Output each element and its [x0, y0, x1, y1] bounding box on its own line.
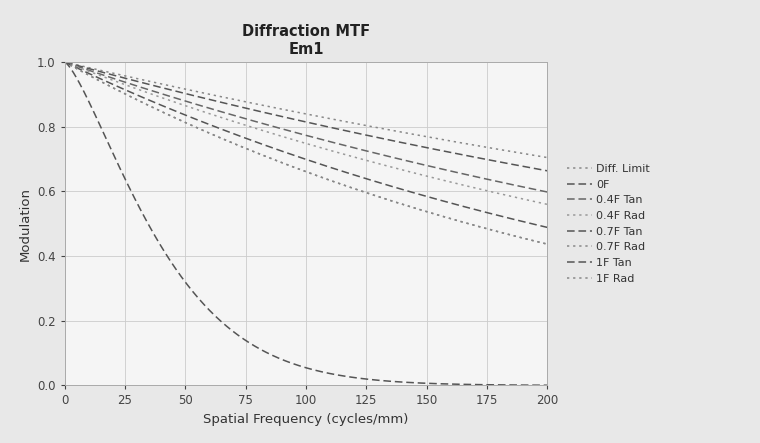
Diff. Limit: [344, 120, 353, 125]
Diff. Limit: [184, 87, 193, 93]
Legend: Diff. Limit, 0F, 0.4F Tan, 0.4F Rad, 0.7F Tan, 0.7F Rad, 1F Tan, 1F Rad: Diff. Limit, 0F, 0.4F Tan, 0.4F Rad, 0.7…: [567, 164, 650, 284]
0.7F Tan: [145, 98, 154, 103]
Line: 0.7F Rad: 0.7F Rad: [65, 62, 547, 244]
Diff. Limit: [543, 155, 552, 160]
0.4F Rad: [382, 163, 391, 168]
0.7F Rad: [184, 121, 193, 127]
1F Tan: [382, 378, 391, 384]
1F Tan: [543, 383, 552, 388]
0.7F Tan: [423, 194, 432, 199]
Line: 1F Rad: 1F Rad: [65, 62, 547, 244]
0.7F Rad: [382, 197, 391, 202]
0.7F Tan: [344, 171, 353, 176]
Diff. Limit: [423, 134, 432, 140]
0.4F Tan: [278, 126, 287, 132]
0.7F Tan: [382, 182, 391, 187]
Line: 0F: 0F: [65, 62, 547, 171]
1F Tan: [344, 374, 353, 380]
0.4F Tan: [423, 163, 432, 168]
0.4F Tan: [145, 87, 154, 93]
0.7F Tan: [543, 225, 552, 230]
Line: 1F Tan: 1F Tan: [65, 62, 547, 385]
0F: [423, 145, 432, 151]
Diff. Limit: [145, 79, 154, 84]
0.7F Rad: [60, 59, 69, 65]
0.7F Rad: [278, 160, 287, 166]
1F Rad: [344, 184, 353, 190]
1F Tan: [184, 284, 193, 289]
Y-axis label: Modulation: Modulation: [18, 187, 31, 261]
Diff. Limit: [278, 107, 287, 112]
1F Tan: [278, 357, 287, 362]
1F Rad: [423, 210, 432, 215]
1F Rad: [543, 241, 552, 247]
0.7F Rad: [145, 103, 154, 109]
Diff. Limit: [60, 59, 69, 65]
Line: 0.7F Tan: 0.7F Tan: [65, 62, 547, 227]
1F Tan: [145, 225, 154, 230]
0.4F Rad: [184, 104, 193, 109]
1F Rad: [184, 121, 193, 127]
1F Rad: [278, 160, 287, 166]
0.7F Tan: [278, 149, 287, 154]
1F Rad: [60, 59, 69, 65]
Line: 0.4F Tan: 0.4F Tan: [65, 62, 547, 192]
0F: [278, 114, 287, 120]
Line: Diff. Limit: Diff. Limit: [65, 62, 547, 158]
0F: [184, 92, 193, 97]
0.7F Tan: [184, 114, 193, 119]
0.4F Rad: [423, 174, 432, 179]
1F Tan: [60, 59, 69, 65]
1F Rad: [382, 197, 391, 202]
X-axis label: Spatial Frequency (cycles/mm): Spatial Frequency (cycles/mm): [203, 413, 409, 426]
0.4F Rad: [543, 202, 552, 207]
0.4F Tan: [60, 59, 69, 65]
0.7F Rad: [423, 210, 432, 215]
Line: 0.4F Rad: 0.4F Rad: [65, 62, 547, 204]
0F: [382, 137, 391, 142]
0.7F Tan: [60, 59, 69, 65]
0.4F Rad: [145, 91, 154, 96]
0F: [344, 129, 353, 134]
0F: [145, 82, 154, 87]
0.4F Tan: [382, 153, 391, 159]
Diff. Limit: [382, 127, 391, 132]
0.4F Tan: [344, 144, 353, 149]
1F Tan: [423, 381, 432, 386]
0.7F Rad: [543, 241, 552, 247]
0.4F Tan: [543, 189, 552, 194]
1F Rad: [145, 103, 154, 109]
0.7F Rad: [344, 184, 353, 190]
0.4F Rad: [60, 59, 69, 65]
0.4F Rad: [278, 134, 287, 139]
0F: [60, 59, 69, 65]
0F: [543, 168, 552, 174]
0.4F Tan: [184, 99, 193, 105]
Title: Diffraction MTF
Em1: Diffraction MTF Em1: [242, 24, 370, 57]
0.4F Rad: [344, 153, 353, 158]
